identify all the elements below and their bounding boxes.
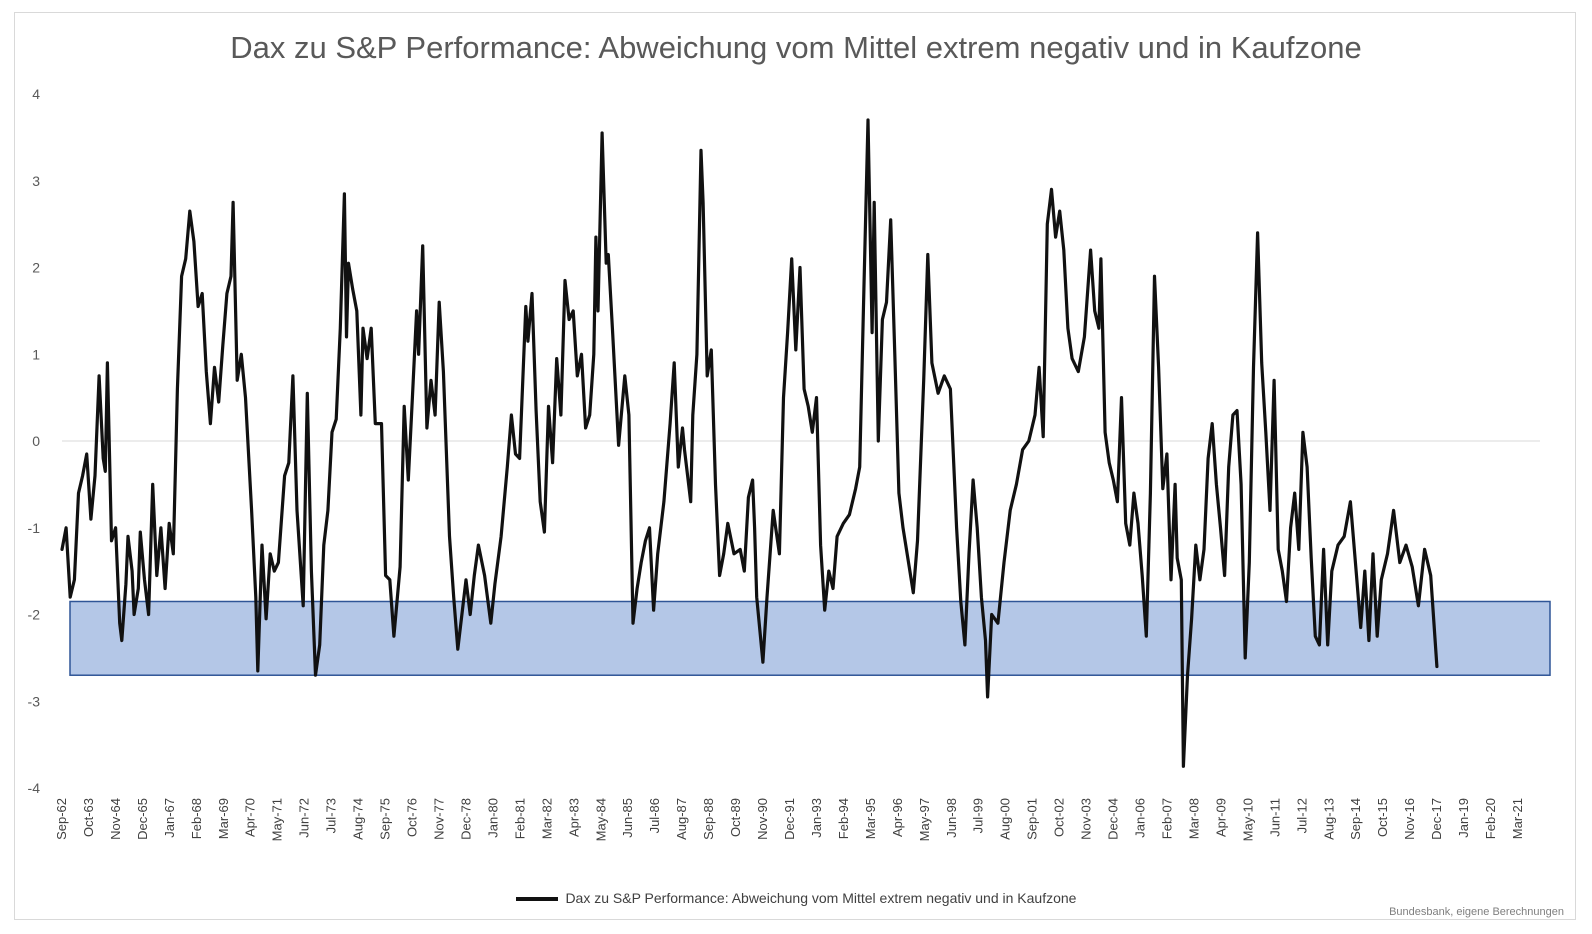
y-tick-label: 3 — [32, 173, 40, 189]
x-tick-label: Apr-09 — [1213, 798, 1228, 837]
x-tick-label: Jul-86 — [647, 798, 662, 833]
x-tick-label: Aug-13 — [1321, 798, 1336, 840]
legend-label: Dax zu S&P Performance: Abweichung vom M… — [565, 890, 1077, 906]
x-tick-label: Apr-83 — [566, 798, 581, 837]
legend-swatch — [515, 897, 558, 902]
y-axis: 4 3 2 1 0 -1 -2 -3 -4 — [28, 86, 41, 796]
x-tick-label: Dec-91 — [782, 798, 797, 840]
x-tick-label: Mar-69 — [216, 798, 231, 839]
x-tick-label: Nov-03 — [1079, 798, 1094, 840]
x-tick-label: Sep-01 — [1025, 798, 1040, 840]
x-tick-label: Oct-02 — [1052, 798, 1067, 837]
x-tick-label: Jun-11 — [1267, 798, 1282, 837]
x-tick-label: Aug-87 — [674, 798, 689, 840]
x-tick-label: Mar-95 — [863, 798, 878, 839]
x-tick-label: Jan-80 — [485, 798, 500, 838]
chart-title: Dax zu S&P Performance: Abweichung vom M… — [230, 30, 1362, 65]
x-tick-label: Oct-63 — [81, 798, 96, 837]
x-tick-label: Sep-75 — [378, 798, 393, 840]
x-tick-label: Nov-90 — [755, 798, 770, 840]
y-tick-label: -4 — [28, 780, 41, 796]
x-tick-label: Feb-07 — [1159, 798, 1174, 839]
x-tick-label: Feb-94 — [836, 798, 851, 839]
x-tick-label: Oct-15 — [1375, 798, 1390, 837]
x-tick-label: Dec-17 — [1429, 798, 1444, 840]
chart-frame — [14, 12, 1576, 920]
x-tick-label: Jan-19 — [1456, 798, 1471, 838]
y-tick-label: -3 — [28, 693, 41, 709]
x-tick-label: Dec-65 — [135, 798, 150, 840]
x-tick-label: Dec-78 — [458, 798, 473, 840]
x-tick-label: Mar-82 — [539, 798, 554, 839]
x-tick-label: Apr-70 — [243, 798, 258, 837]
x-tick-label: Jul-12 — [1294, 798, 1309, 833]
x-tick-label: Feb-68 — [189, 798, 204, 839]
x-tick-label: Aug-00 — [998, 798, 1013, 840]
y-tick-label: -1 — [28, 520, 41, 536]
x-tick-label: Sep-62 — [54, 798, 69, 840]
x-tick-label: Jul-99 — [971, 798, 986, 833]
x-tick-label: Oct-89 — [728, 798, 743, 837]
y-tick-label: -2 — [28, 607, 41, 623]
legend: Dax zu S&P Performance: Abweichung vom M… — [0, 890, 1592, 906]
x-tick-label: Aug-74 — [351, 798, 366, 840]
x-tick-label: Jan-06 — [1133, 798, 1148, 838]
x-tick-label: Sep-88 — [701, 798, 716, 840]
x-tick-label: May-97 — [917, 798, 932, 841]
x-tick-label: Mar-21 — [1510, 798, 1525, 839]
x-tick-label: Nov-64 — [108, 798, 123, 840]
x-axis: Sep-62 Oct-63 Nov-64 Dec-65 Jan-67 Feb-68 Mar-… — [54, 798, 1525, 841]
x-tick-label: Jan-67 — [162, 798, 177, 838]
y-tick-label: 2 — [32, 260, 40, 276]
x-tick-label: Dec-04 — [1106, 798, 1121, 840]
x-tick-label: May-84 — [593, 798, 608, 841]
series-line — [60, 118, 1439, 768]
x-tick-label: Jun-98 — [944, 798, 959, 838]
x-tick-label: Nov-77 — [431, 798, 446, 840]
x-tick-label: Sep-14 — [1348, 798, 1363, 840]
y-tick-label: 0 — [32, 433, 40, 449]
x-tick-label: Mar-08 — [1186, 798, 1201, 839]
y-tick-label: 1 — [32, 346, 40, 362]
series-layer — [60, 118, 1439, 768]
x-tick-label: Jun-72 — [297, 798, 312, 838]
x-tick-label: Apr-96 — [890, 798, 905, 837]
x-tick-label: Jun-85 — [620, 798, 635, 838]
y-tick-label: 4 — [32, 86, 40, 102]
x-tick-label: May-10 — [1240, 798, 1255, 841]
x-tick-label: Jul-73 — [324, 798, 339, 833]
source-note: Bundesbank, eigene Berechnungen — [1389, 906, 1564, 918]
x-tick-label: Jan-93 — [809, 798, 824, 838]
x-tick-label: May-71 — [270, 798, 285, 841]
x-tick-label: Feb-20 — [1483, 798, 1498, 839]
x-tick-label: Oct-76 — [405, 798, 420, 837]
x-tick-label: Feb-81 — [512, 798, 527, 839]
x-tick-label: Nov-16 — [1402, 798, 1417, 840]
